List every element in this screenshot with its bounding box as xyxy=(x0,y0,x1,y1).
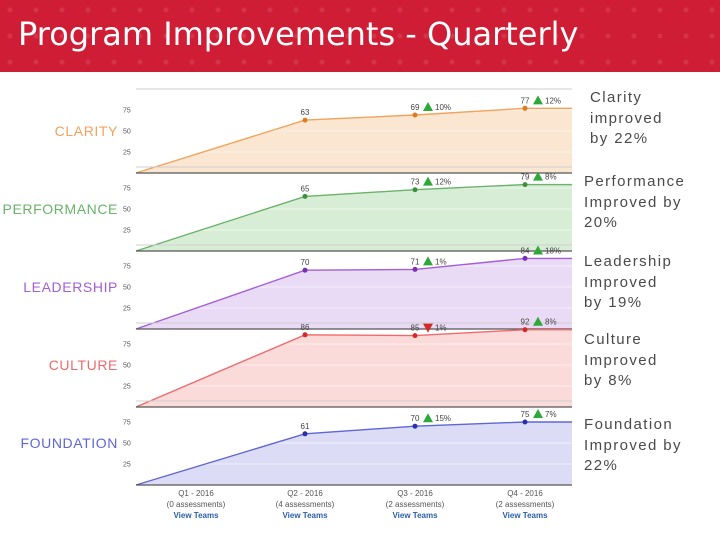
leadership-value-label-2: 71 xyxy=(411,257,420,266)
culture-value-label-1: 86 xyxy=(301,323,310,332)
chart-svg: 75 50 25 CLARITY 63 69 10% 77 12% 75 50 25 PERFORMAN… xyxy=(3,88,572,520)
leadership-ytick-25: 25 xyxy=(123,306,131,313)
clarity-series-label: CLARITY xyxy=(55,123,118,139)
culture-area xyxy=(136,329,572,407)
performance-ytick-75: 75 xyxy=(123,186,131,193)
performance-point-2 xyxy=(412,187,418,193)
x-label-assessments-3: (2 assessments) xyxy=(496,500,555,509)
clarity-change-label-2: 10% xyxy=(435,103,451,112)
performance-value-label-3: 79 xyxy=(521,173,530,182)
performance-value-label-1: 65 xyxy=(301,184,310,193)
leadership-value-label-3: 84 xyxy=(521,246,530,255)
clarity-point-3 xyxy=(522,105,528,111)
view-teams-link-2[interactable]: View Teams xyxy=(392,511,438,520)
culture-change-label-2: 1% xyxy=(435,324,447,333)
performance-change-arrow-2 xyxy=(423,176,433,186)
quarterly-area-chart: 75 50 25 CLARITY 63 69 10% 77 12% 75 50 25 PERFORMAN… xyxy=(0,82,580,540)
foundation-change-arrow-2 xyxy=(423,413,433,423)
performance-value-label-2: 73 xyxy=(411,178,420,187)
x-label-assessments-1: (4 assessments) xyxy=(276,500,335,509)
title-divider xyxy=(0,72,720,74)
note-leadership: Leadership Improved by 19% xyxy=(584,253,673,311)
foundation-point-2 xyxy=(412,423,418,429)
culture-change-arrow-3 xyxy=(533,316,543,326)
foundation-series-label: FOUNDATION xyxy=(20,435,118,451)
x-label-assessments-0: (0 assessments) xyxy=(167,500,226,509)
culture-point-1 xyxy=(302,332,308,338)
clarity-ytick-75: 75 xyxy=(123,108,131,115)
clarity-ytick-25: 25 xyxy=(123,150,131,157)
culture-value-label-2: 85 xyxy=(411,324,420,333)
view-teams-link-3[interactable]: View Teams xyxy=(502,511,548,520)
foundation-value-label-1: 61 xyxy=(301,422,310,431)
title-bar-pattern xyxy=(0,0,720,72)
clarity-value-label-1: 63 xyxy=(301,108,310,117)
x-label-quarter-2: Q3 - 2016 xyxy=(397,489,433,498)
leadership-change-label-3: 18% xyxy=(545,246,561,255)
leadership-point-2 xyxy=(412,266,418,272)
view-teams-link-0[interactable]: View Teams xyxy=(173,511,219,520)
foundation-change-arrow-3 xyxy=(533,409,543,418)
x-label-quarter-0: Q1 - 2016 xyxy=(178,489,214,498)
foundation-change-label-3: 7% xyxy=(545,410,557,419)
clarity-change-arrow-3 xyxy=(533,95,543,105)
performance-change-label-2: 12% xyxy=(435,178,451,187)
foundation-ytick-50: 50 xyxy=(123,441,131,448)
culture-point-2 xyxy=(412,333,418,339)
performance-point-1 xyxy=(302,193,308,199)
culture-ytick-75: 75 xyxy=(123,342,131,349)
leadership-change-label-2: 1% xyxy=(435,257,447,266)
culture-change-label-3: 8% xyxy=(545,318,557,327)
note-clarity: Clarity improved by 22% xyxy=(590,89,663,147)
leadership-point-1 xyxy=(302,267,308,273)
culture-change-arrow-2 xyxy=(423,323,433,333)
slide-title: Program Improvements - Quarterly xyxy=(18,15,579,53)
performance-area xyxy=(136,184,572,251)
clarity-point-1 xyxy=(302,117,308,123)
clarity-change-arrow-2 xyxy=(423,102,433,112)
leadership-value-label-1: 70 xyxy=(301,258,310,267)
title-bar: Program Improvements - Quarterly xyxy=(0,0,720,72)
foundation-area xyxy=(136,422,572,485)
foundation-point-1 xyxy=(302,431,308,437)
culture-value-label-3: 92 xyxy=(521,318,530,327)
leadership-ytick-50: 50 xyxy=(123,285,131,292)
performance-change-label-3: 8% xyxy=(545,173,557,182)
foundation-point-3 xyxy=(522,419,528,425)
foundation-ytick-75: 75 xyxy=(123,420,131,427)
foundation-value-label-3: 75 xyxy=(521,410,530,419)
leadership-area xyxy=(136,258,572,329)
leadership-change-arrow-3 xyxy=(533,245,543,255)
note-culture: Culture Improved by 8% xyxy=(584,331,658,389)
performance-ytick-25: 25 xyxy=(123,228,131,235)
performance-point-3 xyxy=(522,182,528,188)
note-foundation: Foundation Improved by 22% xyxy=(584,416,682,474)
clarity-point-2 xyxy=(412,112,418,118)
leadership-series-label: LEADERSHIP xyxy=(23,279,118,295)
note-performance: Performance Improved by 20% xyxy=(584,173,686,231)
x-label-quarter-1: Q2 - 2016 xyxy=(287,489,323,498)
foundation-change-label-2: 15% xyxy=(435,414,451,423)
clarity-area xyxy=(136,108,572,173)
clarity-ytick-50: 50 xyxy=(123,129,131,136)
leadership-change-arrow-2 xyxy=(423,256,433,266)
leadership-point-3 xyxy=(522,255,528,261)
leadership-ytick-75: 75 xyxy=(123,264,131,271)
culture-ytick-25: 25 xyxy=(123,384,131,391)
culture-ytick-50: 50 xyxy=(123,363,131,370)
performance-ytick-50: 50 xyxy=(123,207,131,214)
x-label-quarter-3: Q4 - 2016 xyxy=(507,489,543,498)
performance-series-label: PERFORMANCE xyxy=(3,201,119,217)
clarity-value-label-2: 69 xyxy=(411,103,420,112)
foundation-value-label-2: 70 xyxy=(411,414,420,423)
culture-point-3 xyxy=(522,327,528,333)
performance-change-arrow-3 xyxy=(533,171,543,181)
clarity-value-label-3: 77 xyxy=(521,96,530,105)
culture-series-label: CULTURE xyxy=(49,357,118,373)
foundation-ytick-25: 25 xyxy=(123,462,131,469)
clarity-change-label-3: 12% xyxy=(545,96,561,105)
view-teams-link-1[interactable]: View Teams xyxy=(282,511,328,520)
x-label-assessments-2: (2 assessments) xyxy=(386,500,445,509)
